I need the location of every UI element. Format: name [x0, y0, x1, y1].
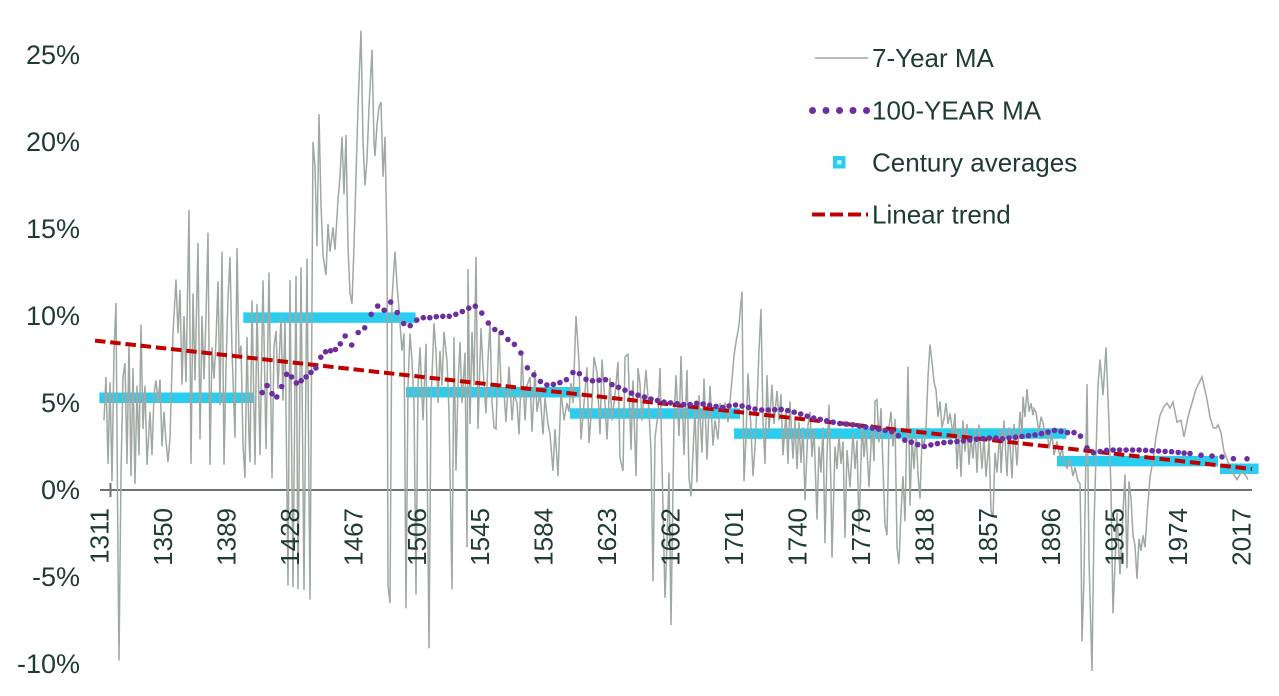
- svg-text:1545: 1545: [465, 508, 495, 566]
- svg-text:1740: 1740: [783, 508, 813, 566]
- svg-text:15%: 15%: [26, 214, 80, 244]
- svg-text:-10%: -10%: [17, 649, 80, 679]
- svg-text:25%: 25%: [26, 40, 80, 70]
- svg-text:1623: 1623: [592, 508, 622, 566]
- svg-text:0%: 0%: [41, 475, 80, 505]
- svg-text:1311: 1311: [85, 508, 115, 564]
- svg-text:1584: 1584: [529, 508, 559, 566]
- svg-text:10%: 10%: [26, 301, 80, 331]
- svg-text:1701: 1701: [719, 508, 749, 566]
- svg-text:Linear trend: Linear trend: [872, 200, 1011, 230]
- svg-text:1935: 1935: [1100, 508, 1130, 566]
- svg-text:1896: 1896: [1036, 508, 1066, 566]
- svg-text:Century averages: Century averages: [872, 148, 1077, 178]
- svg-text:1974: 1974: [1163, 508, 1193, 566]
- svg-text:1389: 1389: [211, 508, 241, 566]
- svg-text:-5%: -5%: [32, 562, 80, 592]
- svg-text:5%: 5%: [41, 388, 80, 418]
- svg-text:1857: 1857: [973, 508, 1003, 566]
- svg-text:1818: 1818: [909, 508, 939, 566]
- svg-text:1428: 1428: [275, 508, 305, 566]
- svg-text:2017: 2017: [1227, 508, 1257, 566]
- svg-text:7-Year MA: 7-Year MA: [872, 43, 995, 73]
- svg-text:1350: 1350: [148, 508, 178, 566]
- svg-text:20%: 20%: [26, 127, 80, 157]
- svg-text:1467: 1467: [338, 508, 368, 566]
- svg-text:100-YEAR MA: 100-YEAR MA: [872, 96, 1042, 126]
- svg-text:1779: 1779: [846, 508, 876, 566]
- svg-text:1506: 1506: [402, 508, 432, 566]
- svg-text:1662: 1662: [656, 508, 686, 566]
